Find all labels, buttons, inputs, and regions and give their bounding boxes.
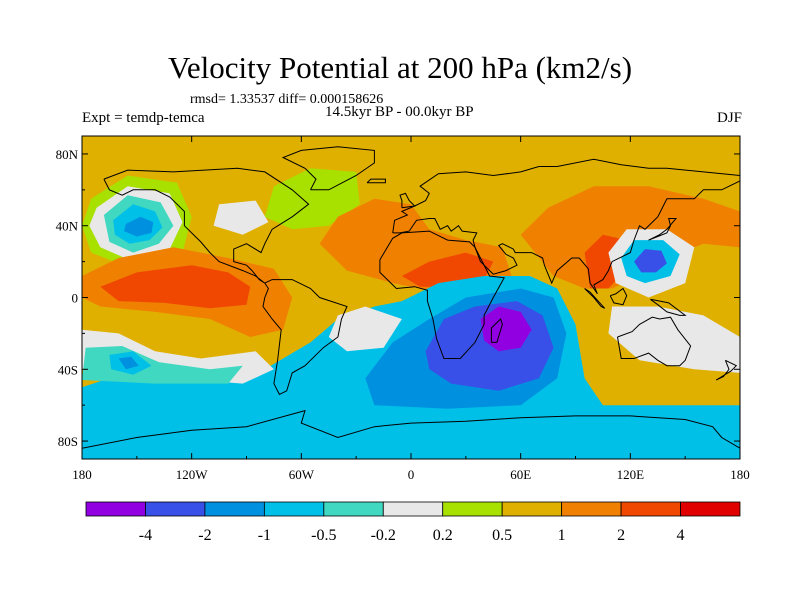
- colorbar-swatch: [620, 501, 681, 517]
- new-guinea-coastline: [650, 298, 687, 316]
- new-zealand-coastline: [715, 359, 738, 381]
- colorbar-swatch: [263, 501, 325, 517]
- colorbar-label: -1: [258, 527, 271, 544]
- africa-coastline: [379, 230, 505, 359]
- colorbar-label: -2: [198, 527, 211, 544]
- coastlines: [82, 146, 740, 449]
- colorbar-swatch: [145, 501, 206, 517]
- south-atlantic-white-contour: [328, 306, 402, 352]
- y-tick-label: 80S: [58, 434, 78, 449]
- colorbar-swatch: [561, 501, 622, 517]
- tropical-pacific-high-contour: [100, 265, 251, 309]
- south-indian-low-contour: [480, 306, 532, 352]
- x-tick-label: 60W: [289, 467, 315, 482]
- y-tick-label: 0: [72, 291, 79, 306]
- longitude-axis: 180 120W 60W 0 60E 120E 180: [72, 136, 750, 482]
- colorbar-label: 4: [677, 527, 685, 544]
- colorbar-swatch: [501, 501, 563, 517]
- experiment-label: Expt = temdp-temca: [82, 110, 205, 126]
- colorbar-label: -4: [139, 527, 152, 544]
- colorbar: -4 -2 -1 -0.5 -0.2 0.2 0.5 1 2 4: [85, 501, 741, 544]
- colorbar-label: 0.2: [433, 527, 453, 544]
- philippine-low-contour: [634, 249, 667, 273]
- season-label: DJF: [716, 110, 742, 126]
- x-tick-label: 120E: [617, 467, 645, 482]
- eurasia-coastline: [392, 158, 740, 295]
- contour-fields: [82, 168, 740, 459]
- greenland-coastline: [281, 146, 375, 191]
- north-pacific-low-contour: [124, 216, 154, 237]
- colorbar-swatch: [442, 501, 503, 517]
- stats-label: rmsd= 1.33537 diff= 0.000158626: [190, 92, 384, 107]
- colorbar-label: 2: [617, 527, 625, 544]
- iceland-coastline: [366, 178, 386, 184]
- australia-coastline: [617, 316, 692, 367]
- y-tick-label: 40S: [58, 362, 78, 377]
- north-america-white-contour: [213, 200, 269, 235]
- latitude-axis: 80N 40N 0 40S 80S: [56, 147, 740, 449]
- colorbar-label: 1: [558, 527, 566, 544]
- colorbar-label: -0.5: [311, 527, 336, 544]
- colorbar-label: -0.2: [371, 527, 396, 544]
- x-tick-label: 180: [72, 467, 92, 482]
- x-tick-label: 60E: [510, 467, 531, 482]
- south-pacific-low-contour: [118, 356, 139, 370]
- colorbar-label: 0.5: [492, 527, 512, 544]
- north-america-coastline: [103, 167, 310, 284]
- madagascar-coastline: [490, 318, 503, 343]
- period-label: 14.5kyr BP - 00.0kyr BP: [325, 104, 474, 120]
- colorbar-swatch: [204, 501, 265, 517]
- colorbar-swatch: [323, 501, 384, 517]
- y-tick-label: 40N: [56, 219, 79, 234]
- borneo-coastline: [609, 287, 628, 306]
- sumatra-coastline: [584, 288, 606, 309]
- british-isles-coastline: [399, 192, 416, 209]
- colorbar-swatch: [680, 501, 741, 517]
- japan-coastline: [648, 218, 678, 241]
- colorbar-swatch: [382, 501, 444, 517]
- x-tick-label: 180: [730, 467, 750, 482]
- y-tick-label: 80N: [56, 147, 79, 162]
- antarctica-coastline: [82, 409, 740, 449]
- x-tick-label: 0: [408, 467, 415, 482]
- south-america-coastline: [262, 279, 348, 396]
- north-atlantic-green-contour: [264, 168, 360, 230]
- map-plot-area: [82, 136, 740, 459]
- figure-title: Velocity Potential at 200 hPa (km2/s): [167, 50, 633, 85]
- x-tick-label: 120W: [176, 467, 209, 482]
- colorbar-swatch: [85, 501, 146, 517]
